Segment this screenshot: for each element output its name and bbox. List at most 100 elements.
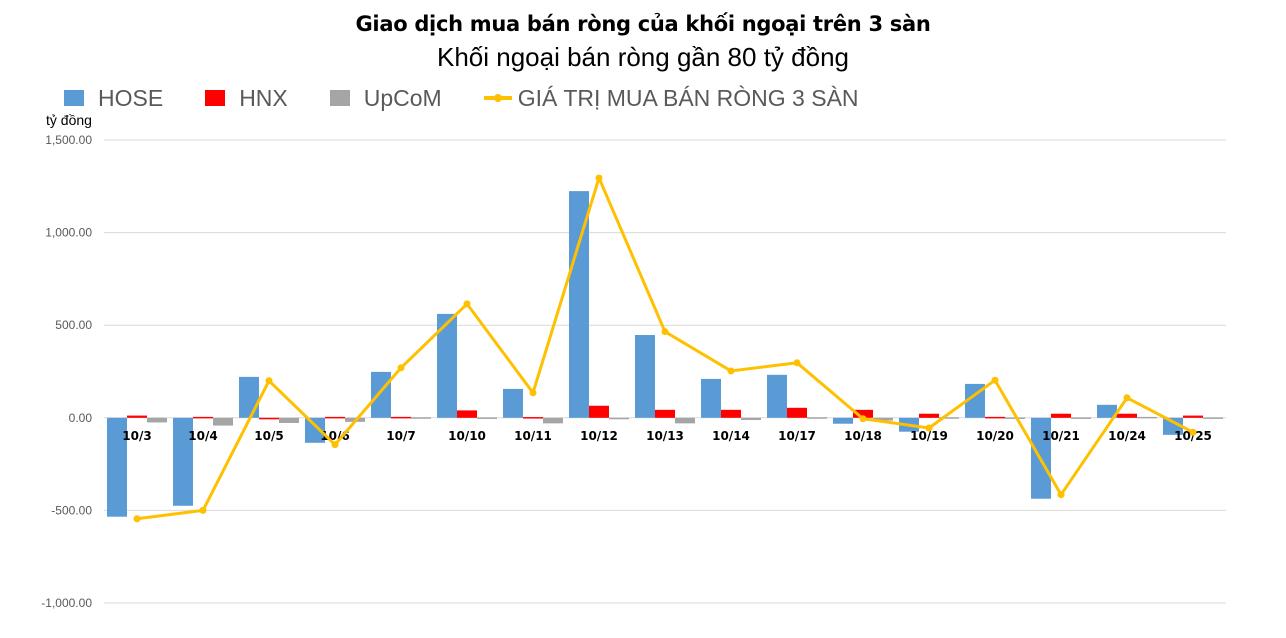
bar-upcom (477, 417, 497, 419)
line-point (991, 376, 999, 384)
bar-hnx (721, 409, 741, 418)
x-axis-labels: 10/3 10/4 10/5 10/6 10/7 10/10 10/11 10/12 10/13… (122, 429, 1212, 443)
y-axis-ticks: 1,500.00 1,000.00 500.00 0.00 -500.00 -1,000.… (41, 133, 92, 610)
x-tick-label: 10/25 (1174, 429, 1212, 443)
bar-upcom (939, 417, 959, 419)
line-point (727, 367, 735, 375)
x-tick-label: 10/10 (448, 429, 486, 443)
hose-swatch-icon (64, 90, 84, 106)
line-point (463, 300, 471, 308)
line-point (859, 415, 867, 423)
x-tick-label: 10/18 (844, 429, 882, 443)
y-tick-label: 0.00 (69, 411, 93, 425)
bar-upcom (213, 417, 233, 426)
bar-hnx (259, 417, 279, 420)
bar-upcom (873, 417, 893, 421)
bar-hnx (985, 416, 1005, 419)
x-tick-label: 10/7 (386, 429, 415, 443)
legend-item-total: GIÁ TRỊ MUA BÁN RÒNG 3 SÀN (483, 84, 859, 112)
bar-hnx (391, 416, 411, 419)
bar-hose (437, 313, 457, 418)
bar-hose (767, 374, 787, 418)
bar-hnx (325, 416, 345, 419)
bar-upcom (741, 417, 761, 421)
legend-label: HOSE (98, 84, 164, 111)
bar-hnx (1117, 413, 1137, 418)
bar-hnx (787, 407, 807, 418)
bar-hose (239, 376, 259, 418)
bar-hnx (853, 409, 873, 418)
y-tick-label: 500.00 (55, 318, 92, 332)
line-point (661, 328, 669, 336)
bar-hose (173, 417, 193, 506)
bar-hnx (193, 416, 213, 419)
bar-upcom (1137, 416, 1157, 419)
line-point (265, 377, 273, 385)
bar-upcom (609, 417, 629, 420)
x-tick-label: 10/13 (646, 429, 684, 443)
gridlines (104, 139, 1226, 604)
line-point (397, 364, 405, 372)
legend-item-hose: HOSE (64, 85, 163, 112)
bar-hose (1097, 404, 1117, 418)
bar-upcom (543, 417, 563, 424)
bar-hnx (127, 415, 147, 418)
bar-upcom (411, 417, 431, 419)
legend-label: UpCoM (363, 84, 442, 111)
x-tick-label: 10/11 (514, 429, 552, 443)
x-tick-label: 10/4 (188, 429, 217, 443)
x-tick-label: 10/5 (254, 429, 283, 443)
chart-subtitle: Khối ngoại bán ròng gần 80 tỷ đồng (436, 42, 849, 72)
hnx-swatch-icon (205, 90, 226, 106)
legend-label: HNX (239, 84, 288, 111)
bar-hnx (457, 410, 477, 418)
bar-hnx (1183, 415, 1203, 418)
line-point (595, 174, 603, 182)
bar-series (107, 191, 1223, 517)
bar-hnx (919, 413, 939, 418)
legend-item-upcom: UpCoM (329, 84, 442, 112)
x-tick-label: 10/19 (910, 429, 948, 443)
bar-hnx (1051, 413, 1071, 418)
x-tick-label: 10/3 (122, 429, 151, 443)
legend-label: GIÁ TRỊ MUA BÁN RÒNG 3 SÀN (517, 84, 859, 111)
line-point (529, 389, 537, 397)
y-tick-label: -500.00 (51, 503, 92, 517)
y-tick-label: -1,000.00 (41, 596, 92, 610)
bar-hose (503, 388, 523, 418)
line-point (331, 441, 339, 449)
bar-hnx (523, 417, 543, 419)
line-point (199, 506, 207, 514)
chart-title: Giao dịch mua bán ròng của khối ngoại tr… (355, 12, 931, 36)
x-tick-label: 10/12 (580, 429, 618, 443)
x-tick-label: 10/20 (976, 429, 1014, 443)
x-tick-label: 10/24 (1108, 429, 1146, 443)
line-point (925, 424, 933, 432)
y-axis-label: tỷ đồng (46, 112, 92, 128)
bar-upcom (279, 417, 299, 423)
line-point (793, 359, 801, 367)
legend-item-hnx: HNX (205, 85, 288, 112)
upcom-swatch-icon (329, 90, 350, 106)
y-tick-label: 1,500.00 (45, 133, 92, 147)
bar-hose (371, 371, 391, 418)
bar-hose (701, 378, 721, 418)
bar-upcom (1005, 417, 1025, 419)
bar-hose (569, 191, 589, 418)
line-point (133, 515, 141, 523)
x-tick-label: 10/14 (712, 429, 750, 443)
bar-hnx (655, 409, 675, 418)
bar-hose (1163, 417, 1183, 435)
bar-hose (635, 335, 655, 418)
bar-upcom (147, 417, 167, 423)
bar-upcom (1071, 417, 1091, 419)
x-tick-label: 10/21 (1042, 429, 1080, 443)
bar-upcom (675, 417, 695, 424)
line-marker-icon (483, 94, 512, 102)
line-point (1189, 428, 1197, 436)
x-tick-label: 10/17 (778, 429, 816, 443)
bar-hose (833, 417, 853, 424)
bar-upcom (807, 417, 827, 419)
chart-legend: HOSE HNX UpCoM GIÁ TRỊ MUA BÁN RÒNG 3 SÀ… (64, 84, 901, 112)
line-series (133, 174, 1197, 523)
